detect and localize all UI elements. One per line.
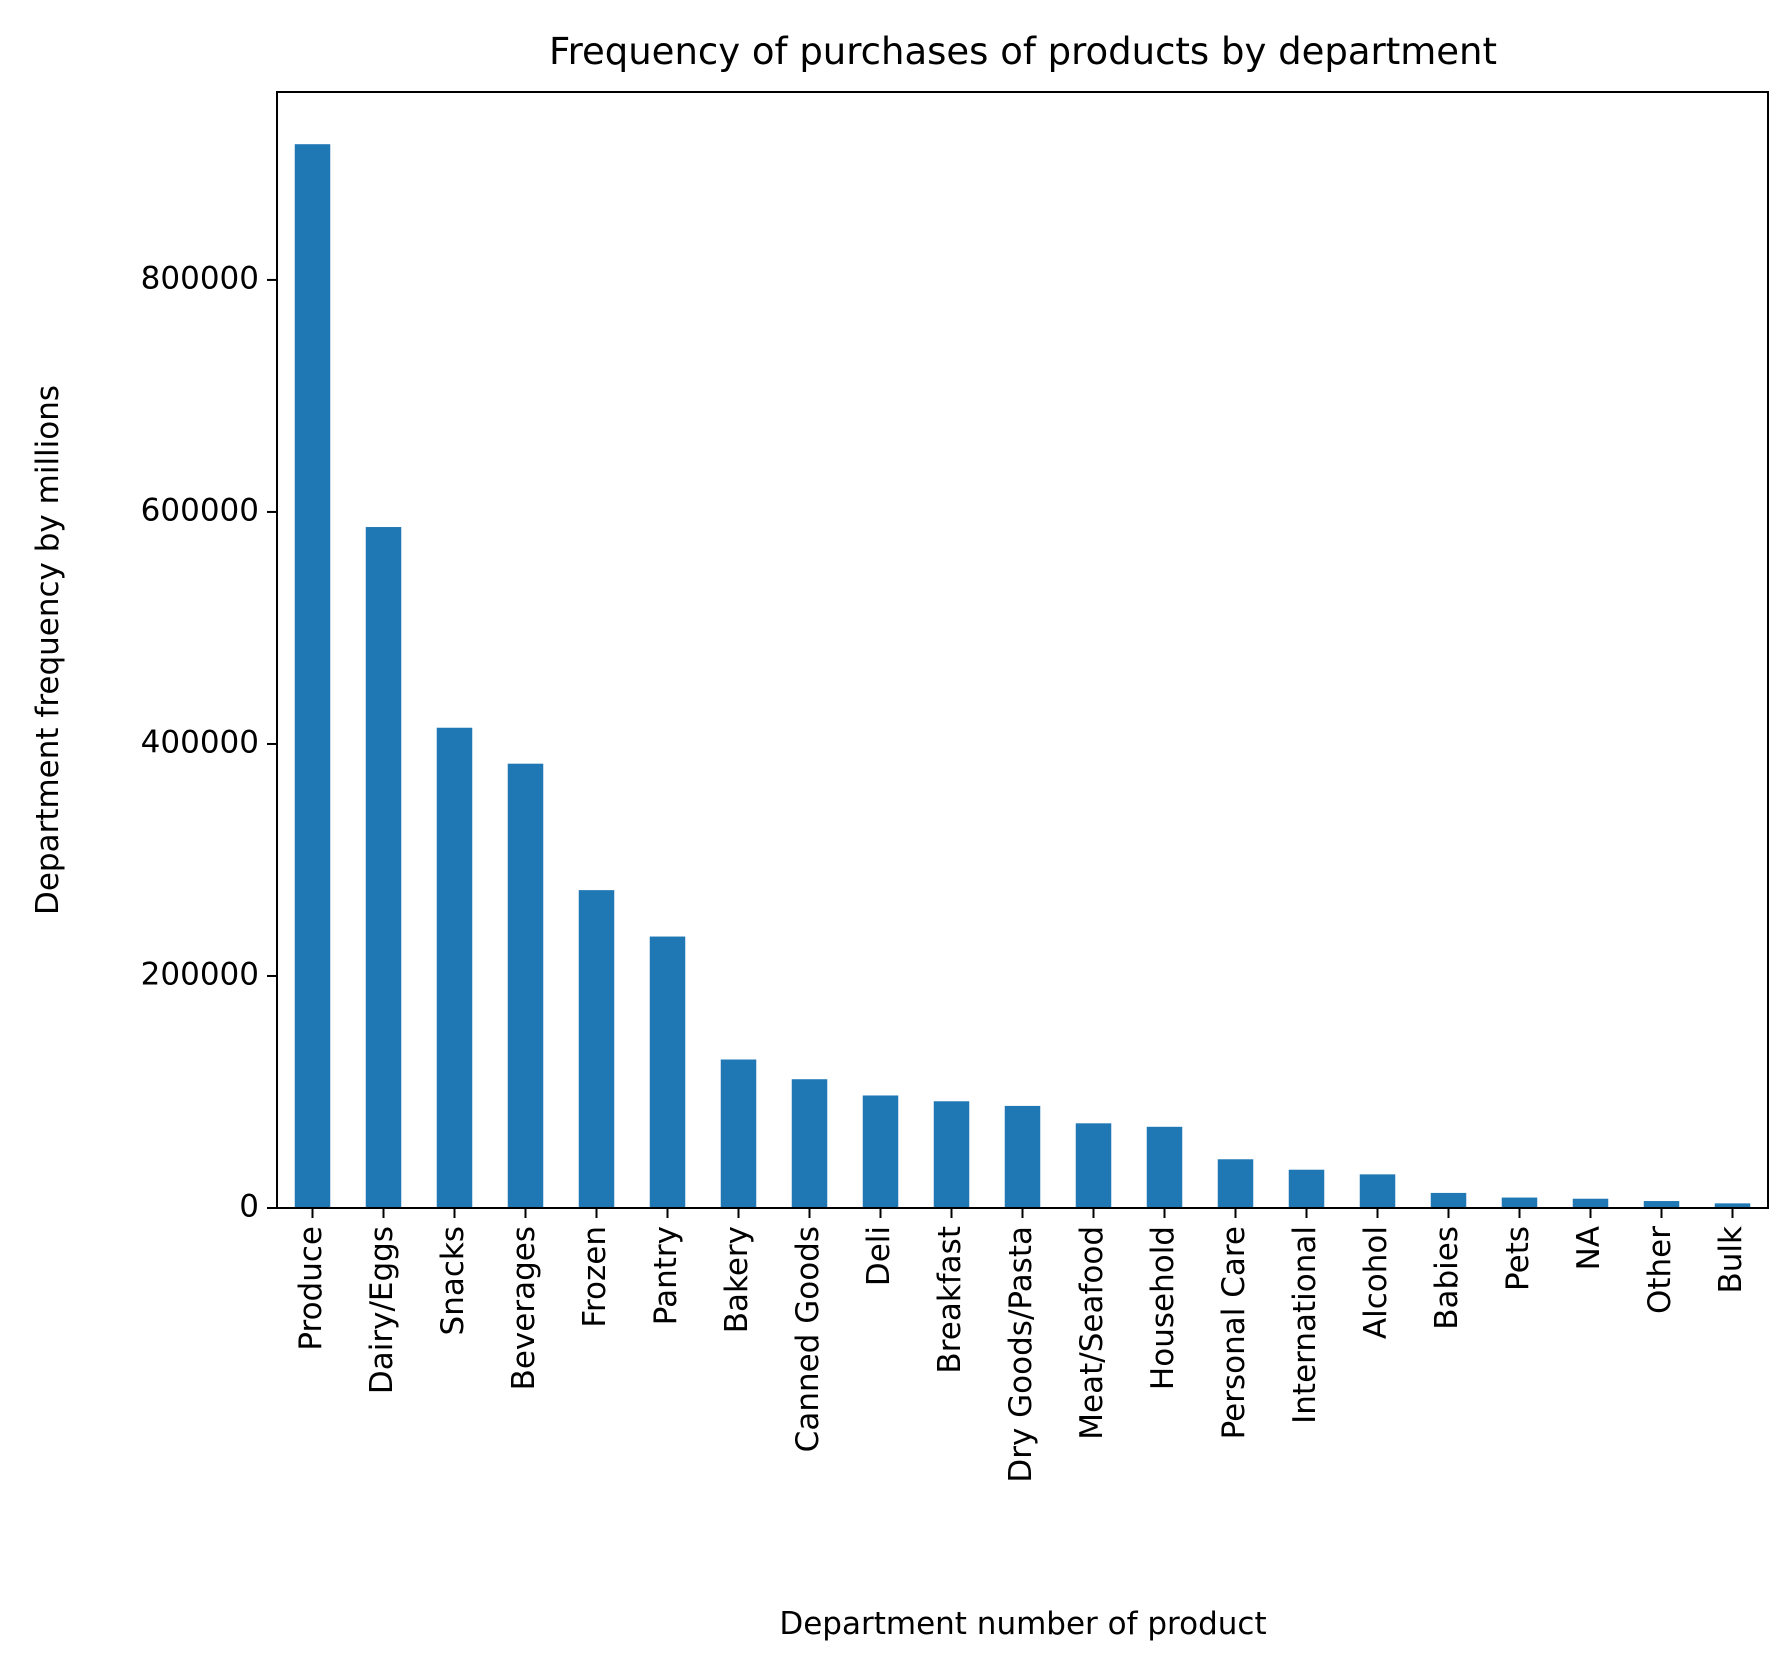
bar-deli [862,1095,899,1208]
x-tick-label: Produce [293,1226,329,1351]
x-tick-label: Pantry [648,1226,684,1325]
bar-bakery [720,1059,757,1208]
x-tick-label: Pets [1500,1226,1536,1291]
bar-pantry [649,936,686,1208]
bar-canned-goods [791,1079,828,1208]
bar-dairy-eggs [365,527,402,1208]
plot-frame [276,91,1769,1209]
bar-household [1146,1126,1183,1208]
x-tick-label: Dairy/Eggs [364,1226,400,1394]
y-tick-label: 200000 [141,956,259,992]
x-tick-label: Breakfast [932,1226,968,1374]
bar-beverages [507,763,544,1208]
bar-personal-care [1217,1159,1254,1208]
bar-babies [1430,1192,1467,1208]
chart-title: Frequency of purchases of products by de… [549,30,1497,73]
y-tick-label: 0 [239,1189,259,1225]
x-tick-label: Meat/Seafood [1074,1226,1110,1440]
bar-dry-goods-pasta [1004,1105,1041,1208]
y-axis-ticks: 0 200000 400000 600000 800000 [141,260,277,1225]
x-axis-label: Department number of product [779,1606,1266,1642]
y-tick-label: 400000 [141,724,259,760]
bar-produce [294,144,331,1208]
y-tick-label: 800000 [141,260,259,296]
x-tick-label: Snacks [435,1226,471,1335]
x-tick-label: Bakery [719,1226,755,1333]
bars-group [294,144,1751,1208]
bar-other [1643,1201,1680,1208]
x-tick-label: Beverages [506,1226,542,1390]
bar-alcohol [1359,1174,1396,1208]
x-tick-label: Personal Care [1216,1226,1252,1439]
x-axis-ticks: Produce Dairy/Eggs Snacks Beverages Frozen Pa… [293,1208,1749,1483]
x-tick-label: NA [1571,1226,1607,1270]
x-tick-label: Canned Goods [790,1226,826,1452]
bar-bulk [1714,1203,1751,1208]
y-tick-label: 600000 [141,492,259,528]
bar-meat-seafood [1075,1123,1112,1208]
x-tick-label: International [1287,1226,1323,1424]
bar-na [1572,1198,1609,1208]
x-tick-label: Household [1145,1226,1181,1390]
bar-international [1288,1169,1325,1208]
x-tick-label: Frozen [577,1226,613,1328]
x-tick-label: Dry Goods/Pasta [1003,1226,1039,1483]
x-tick-label: Bulk [1713,1226,1749,1294]
x-tick-label: Deli [861,1226,897,1286]
bar-pets [1501,1197,1538,1208]
x-tick-label: Other [1642,1226,1678,1314]
bar-snacks [436,727,473,1208]
bar-breakfast [933,1101,970,1208]
y-axis-label: Department frequency by millions [30,385,66,915]
x-tick-label: Babies [1429,1226,1465,1330]
bar-frozen [578,890,615,1208]
x-tick-label: Alcohol [1358,1226,1394,1339]
